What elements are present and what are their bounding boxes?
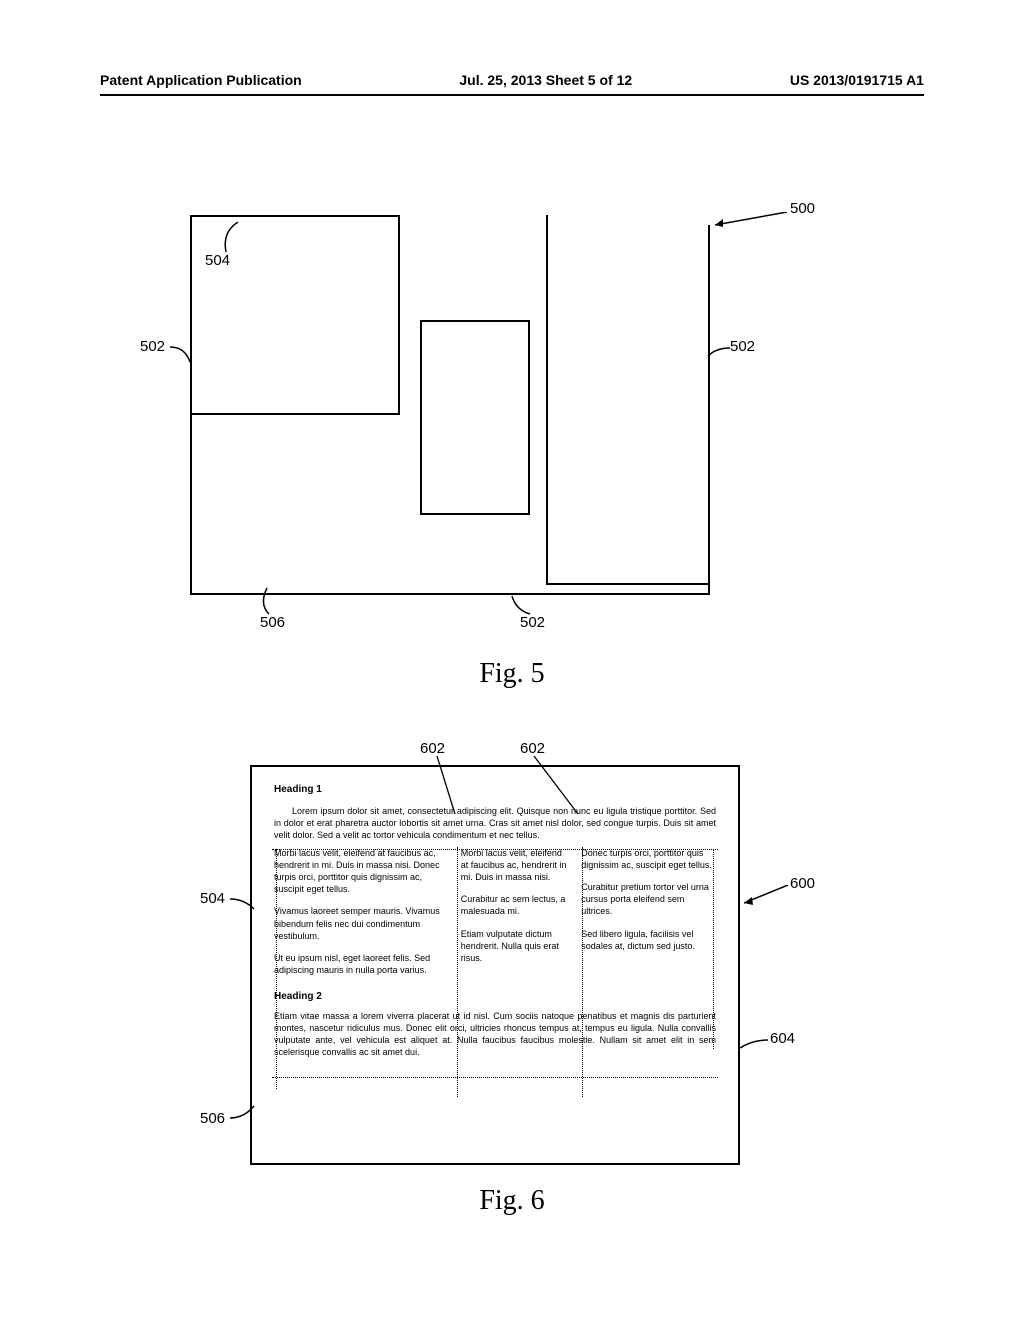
fig5-panel-center (420, 320, 530, 515)
leader-502a (170, 344, 200, 364)
header-left: Patent Application Publication (100, 72, 302, 88)
fig6-cell: Morbi lacus velit, eleifend at faucibus … (461, 847, 572, 883)
fig6-table: Morbi lacus velit, eleifend at faucibus … (274, 847, 716, 986)
header-right: US 2013/0191715 A1 (790, 72, 924, 88)
ref-502a: 502 (140, 338, 165, 355)
ref-602a: 602 (420, 740, 445, 757)
ref-604: 604 (770, 1030, 795, 1047)
figure-5 (190, 225, 710, 595)
header-rule (100, 94, 924, 96)
leader-504-fig6 (230, 895, 258, 911)
leader-602b (532, 756, 580, 816)
fig6-cell: Sed libero ligula, facilisis vel sodales… (581, 928, 714, 952)
fig6-guide-bottom (272, 1077, 718, 1078)
fig6-outro-paragraph: Etiam vitae massa a lorem viverra placer… (274, 1010, 716, 1059)
fig6-cell: Ut eu ipsum nisl, eget laoreet felis. Se… (274, 952, 451, 976)
ref-502b: 502 (730, 338, 755, 355)
fig6-intro-paragraph: Lorem ipsum dolor sit amet, consectetur … (274, 805, 716, 841)
fig6-caption: Fig. 6 (0, 1185, 1024, 1217)
fig6-cell: Curabitur pretium tortor vel urna cursus… (581, 881, 714, 917)
leader-504 (220, 218, 250, 254)
fig6-col-3: Donec turpis orci, porttitor quis dignis… (581, 847, 714, 986)
fig6-col-1: Morbi lacus velit, eleifend at faucibus … (274, 847, 451, 986)
fig6-heading-2: Heading 2 (274, 990, 716, 1004)
leader-502b (706, 344, 732, 358)
leader-500 (715, 212, 790, 242)
page-header: Patent Application Publication Jul. 25, … (100, 72, 924, 88)
leader-502c (510, 596, 540, 616)
fig6-cell: Etiam vulputate dictum hendrerit. Nulla … (461, 928, 572, 964)
leader-602a (435, 756, 459, 816)
fig6-col-2: Morbi lacus velit, eleifend at faucibus … (461, 847, 572, 986)
ref-504: 504 (205, 252, 230, 269)
leader-506-fig6 (230, 1104, 258, 1122)
ref-506-fig6: 506 (200, 1110, 225, 1127)
fig6-content: Heading 1 Lorem ipsum dolor sit amet, co… (274, 783, 716, 1058)
fig5-caption: Fig. 5 (0, 658, 1024, 690)
figure-6: Heading 1 Lorem ipsum dolor sit amet, co… (250, 765, 740, 1165)
fig5-panel-right (546, 215, 710, 585)
leader-506 (255, 586, 279, 616)
ref-600: 600 (790, 875, 815, 892)
header-center: Jul. 25, 2013 Sheet 5 of 12 (459, 72, 632, 88)
ref-502c: 502 (520, 614, 545, 631)
fig6-cell: Donec turpis orci, porttitor quis dignis… (581, 847, 714, 871)
fig6-cell: Morbi lacus velit, eleifend at faucibus … (274, 847, 451, 896)
leader-604 (738, 1036, 770, 1050)
fig6-cell: Vivamus laoreet semper mauris. Vivamus b… (274, 905, 451, 941)
ref-602b: 602 (520, 740, 545, 757)
ref-504-fig6: 504 (200, 890, 225, 907)
fig6-cell: Curabitur ac sem lectus, a malesuada mi. (461, 893, 572, 917)
patent-sheet: Patent Application Publication Jul. 25, … (0, 0, 1024, 1320)
ref-500: 500 (790, 200, 815, 217)
leader-600 (744, 885, 790, 907)
fig6-heading-1: Heading 1 (274, 783, 716, 797)
ref-506: 506 (260, 614, 285, 631)
